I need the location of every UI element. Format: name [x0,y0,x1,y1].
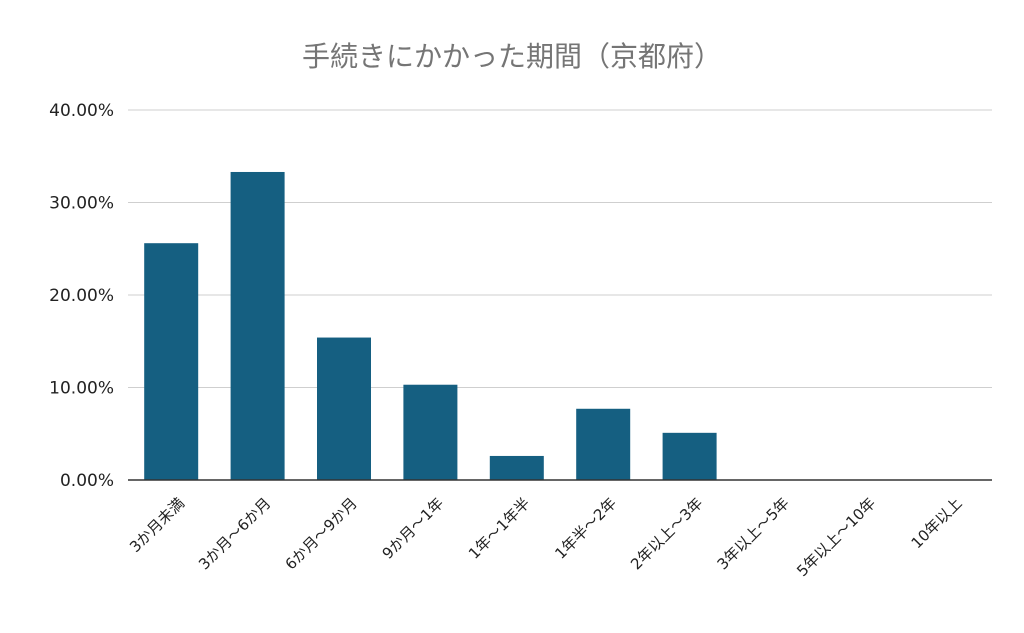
chart-title: 手続きにかかった期間（京都府） [302,40,722,73]
bar [576,408,631,480]
bar [403,384,458,480]
x-tick-label: 3か月～6か月 [195,494,274,573]
x-axis-ticks: 3か月未満 3か月～6か月 6か月～9か月 9か月～1年 1年～1年半 1年半～2年 2年以… [126,494,966,580]
bar [230,171,285,480]
x-tick-label: 6か月～9か月 [282,494,361,573]
bar [317,337,371,480]
x-tick-label: 2年以上～3年 [627,494,706,573]
y-axis-ticks: 0.00% 10.00% 20.00% 30.00% 40.00% [49,101,114,491]
bar [489,455,544,480]
y-tick-label: 40.00% [49,101,114,121]
bars [144,171,717,480]
bar [144,243,199,480]
x-tick-label: 1年半～2年 [551,494,620,563]
y-tick-label: 30.00% [49,194,114,214]
x-tick-label: 9か月～1年 [379,494,448,563]
y-tick-label: 20.00% [49,286,114,306]
y-tick-label: 0.00% [60,471,114,491]
x-tick-label: 3年以上～5年 [714,494,793,573]
x-tick-label: 10年以上 [908,494,966,552]
bar [662,432,717,480]
y-tick-label: 10.00% [49,379,114,399]
x-tick-label: 5年以上～10年 [793,494,879,580]
x-tick-label: 1年～1年半 [465,494,534,563]
x-tick-label: 3か月未満 [126,494,188,556]
